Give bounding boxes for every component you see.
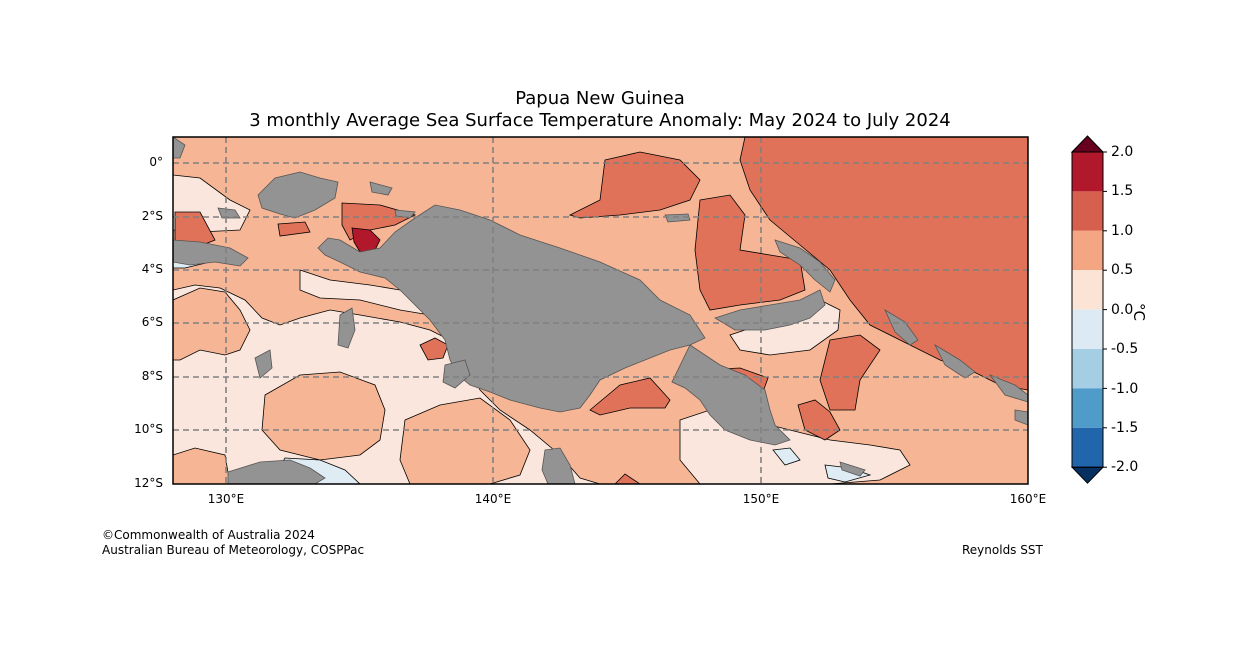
island	[369, 181, 393, 196]
colorbar-tick-label: 1.0	[1111, 223, 1134, 239]
colorbar-band	[1072, 152, 1103, 192]
anomaly-region-high	[419, 337, 449, 361]
colorbar-extend-max	[1070, 135, 1105, 153]
anomaly-region-mid	[261, 371, 386, 461]
lon-label: 130°E	[207, 492, 245, 506]
colorbar-tick-label: -1.0	[1111, 381, 1139, 397]
map-subtitle: 3 monthly Average Sea Surface Temperatur…	[249, 110, 951, 131]
new-britain-island	[714, 289, 826, 331]
colorbar-tick-label: -2.0	[1111, 459, 1139, 475]
colorbar-tick-label: 1.5	[1111, 183, 1134, 199]
island	[173, 137, 186, 159]
island	[442, 359, 471, 389]
new-ireland-island	[774, 239, 836, 293]
colorbar-band	[1072, 191, 1103, 231]
anomaly-region-high	[819, 334, 881, 411]
colorbar-band	[1072, 309, 1103, 349]
data-source-text: Reynolds SST	[962, 543, 1043, 557]
agency-text: Australian Bureau of Meteorology, COSPPa…	[102, 543, 365, 557]
colorbar-tick-label: 0.0	[1111, 302, 1134, 318]
colorbar-band	[1072, 270, 1103, 310]
anomaly-region-mid	[173, 447, 231, 484]
copyright-text: ©Commonwealth of Australia 2024	[102, 528, 315, 542]
manus-island	[664, 213, 691, 223]
aru-islands	[337, 307, 356, 349]
cape-york	[541, 447, 576, 484]
birds-head-peninsula	[257, 171, 339, 219]
arnhem-land-coast	[227, 459, 326, 484]
colorbar-tick-label: 2.0	[1111, 144, 1134, 160]
anomaly-region-high	[694, 194, 806, 311]
map-area	[173, 137, 1028, 484]
island	[988, 374, 1028, 403]
lat-label: 8°S	[141, 369, 163, 383]
lon-label: 140°E	[474, 492, 512, 506]
island	[1014, 409, 1028, 426]
new-guinea-landmass	[317, 204, 706, 413]
island	[394, 209, 416, 219]
island	[839, 461, 866, 477]
colorbar-tick-label: -0.5	[1111, 341, 1139, 357]
lon-label: 150°E	[742, 492, 780, 506]
lat-label: 0°	[149, 155, 163, 169]
lat-label: 6°S	[141, 315, 163, 329]
anomaly-region-high	[568, 151, 701, 219]
anomaly-region-mid	[173, 287, 251, 361]
colorbar-tick-label: -1.5	[1111, 420, 1139, 436]
map-title: Papua New Guinea	[515, 88, 685, 109]
graticule	[173, 137, 1028, 484]
colorbar-unit-label: °C	[1130, 303, 1148, 321]
colorbar-band	[1072, 349, 1103, 389]
bougainville-island	[884, 308, 919, 346]
lat-label: 4°S	[141, 262, 163, 276]
lon-label: 160°E	[1009, 492, 1047, 506]
colorbar-tick-label: 0.5	[1111, 262, 1134, 278]
anomaly-region-mid	[399, 397, 531, 484]
lat-label: 2°S	[141, 209, 163, 223]
land-masses	[173, 137, 1028, 484]
lat-label: 10°S	[134, 422, 163, 436]
island	[217, 207, 241, 219]
anomaly-region-high	[277, 221, 311, 237]
anomaly-region-high	[589, 377, 671, 416]
island	[173, 239, 249, 267]
colorbar-band	[1072, 230, 1103, 271]
colorbar-extend-min	[1070, 466, 1105, 484]
map-frame	[172, 136, 1029, 485]
colorbar-band	[1072, 388, 1103, 428]
lat-label: 12°S	[134, 476, 163, 490]
anomaly-region-high	[614, 473, 641, 484]
colorbar-band	[1072, 427, 1103, 468]
island	[934, 343, 976, 379]
anomaly-region-cool	[772, 447, 801, 466]
colorbar	[1070, 135, 1107, 484]
island	[254, 349, 273, 379]
